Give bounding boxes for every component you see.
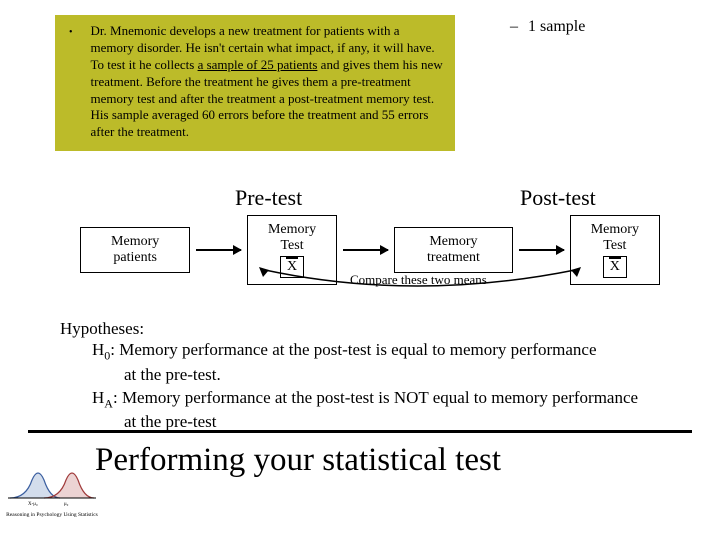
compare-text: Compare these two means	[350, 272, 487, 287]
h0-text-line1: Memory performance at the post-test is e…	[119, 340, 596, 359]
divider	[28, 430, 692, 433]
hypotheses-title: Hypotheses:	[60, 318, 680, 339]
ha-text-line1: Memory performance at the post-test is N…	[122, 388, 638, 407]
hypotheses-block: Hypotheses: H0: Memory performance at th…	[60, 318, 680, 433]
sample-note-text: 1 sample	[528, 18, 585, 35]
ha-sub: A	[104, 396, 113, 410]
distribution-logo: X-μ₀ μ₀ Reasoning in Psychology Using St…	[6, 470, 98, 518]
h0-row: H0: Memory performance at the post-test …	[60, 339, 680, 363]
bullet-icon: •	[65, 23, 73, 141]
sample-note: –1 sample	[510, 18, 585, 36]
page-title: Performing your statistical test	[95, 442, 501, 479]
ha-row: HA: Memory performance at the post-test …	[60, 387, 680, 411]
node-patients-label: Memory patients	[111, 234, 159, 265]
h0-label: H0:	[92, 339, 115, 363]
scenario-underline: a sample of 25 patients	[198, 57, 318, 72]
node-treatment-label: Memory treatment	[427, 234, 480, 265]
node-test1-label: Memory Test	[256, 222, 328, 254]
h0-text-line2: at the pre-test.	[60, 364, 680, 385]
svg-text:X-μ₀: X-μ₀	[28, 502, 38, 506]
logo-caption: Reasoning in Psychology Using Statistics	[6, 512, 98, 518]
posttest-heading: Post-test	[520, 185, 596, 211]
distribution-icon: X-μ₀ μ₀	[6, 470, 98, 506]
node-patients: Memory patients	[80, 227, 190, 273]
ha-h: H	[92, 388, 104, 407]
arrow-icon	[519, 249, 564, 251]
ha-label: HA:	[92, 387, 118, 411]
pretest-heading: Pre-test	[235, 185, 302, 211]
xbar-box-2: X	[603, 256, 627, 278]
svg-text:μ₀: μ₀	[64, 502, 69, 506]
compare-label: Compare these two means	[350, 273, 487, 287]
scenario-text: Dr. Mnemonic develops a new treatment fo…	[91, 23, 445, 141]
h0-sub: 0	[104, 349, 110, 363]
node-test2-label: Memory Test	[579, 222, 651, 254]
xbar-2-text: X	[610, 259, 620, 274]
scenario-box: • Dr. Mnemonic develops a new treatment …	[55, 15, 455, 151]
arrow-icon	[343, 249, 388, 251]
arrow-icon	[196, 249, 241, 251]
h0-h: H	[92, 340, 104, 359]
